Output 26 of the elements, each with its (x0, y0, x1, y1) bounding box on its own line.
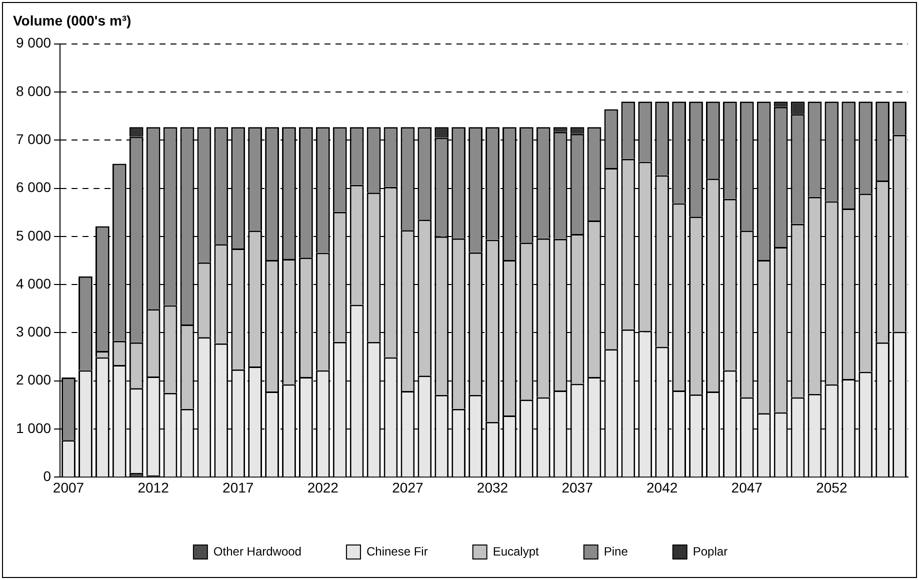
x-tick-label: 2047 (731, 479, 763, 496)
x-tick-label: 2032 (476, 479, 508, 496)
x-tick-label: 2017 (222, 479, 254, 496)
y-tick-label: 0 (43, 468, 52, 484)
y-tick-label: 8 000 (16, 82, 52, 99)
x-tick-label: 2042 (646, 479, 678, 496)
chart-title: Volume (000's m³) (13, 12, 132, 28)
y-tick-label: 5 000 (16, 227, 52, 244)
x-tick-label: 2007 (52, 479, 84, 496)
x-tick-label: 2012 (138, 479, 170, 496)
legend-label: Other Hardwood (213, 544, 302, 558)
legend-label: Poplar (692, 544, 728, 558)
y-tick-label: 2 000 (16, 372, 52, 388)
y-tick-label: 1 000 (16, 420, 52, 436)
legend-label: Pine (604, 544, 628, 558)
y-tick-label: 6 000 (16, 179, 52, 196)
legend-label: Eucalypt (492, 544, 540, 558)
legend-label: Chinese Fir (366, 544, 428, 558)
y-tick-label: 7 000 (16, 130, 52, 147)
x-tick-label: 2037 (562, 479, 594, 496)
y-tick-label: 9 000 (16, 34, 52, 51)
x-tick-label: 2022 (307, 479, 339, 496)
y-tick-label: 4 000 (16, 275, 52, 292)
y-tick-label: 3 000 (16, 324, 52, 340)
x-tick-label: 2052 (816, 479, 848, 496)
x-tick-label: 2027 (392, 479, 424, 496)
